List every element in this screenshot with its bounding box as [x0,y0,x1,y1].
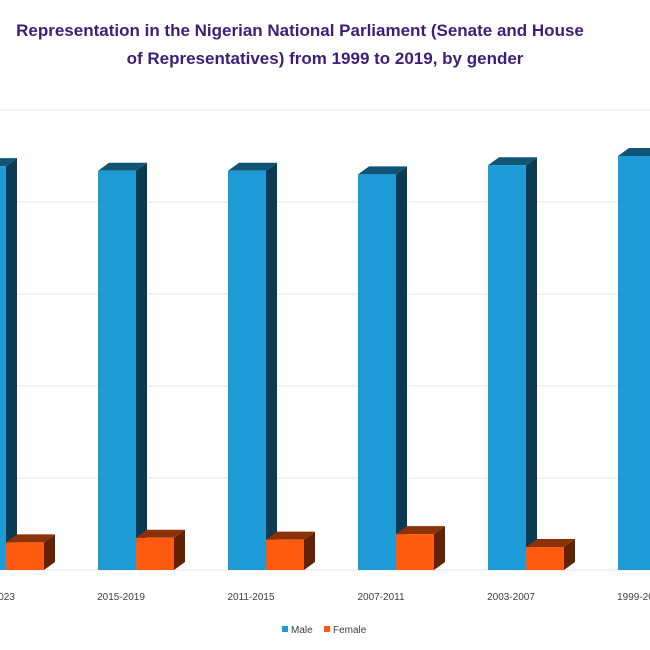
x-tick-label: 2007-2011 [357,592,405,603]
bar-female [6,534,55,570]
x-tick-label: 1999-2003 [617,592,650,603]
bar-female [266,531,315,570]
legend-item: Female [324,625,367,636]
bar-male [358,166,407,570]
bar-female [136,529,185,570]
bar-male [228,162,277,570]
x-axis-ticks: 2019-2023 2015-2019 2011-2015 2007-2011 2003… [0,592,650,603]
bars-group [0,148,650,570]
x-tick-label: 2011-2015 [227,592,275,603]
gridlines [0,109,650,571]
bar-female [526,539,575,570]
x-tick-label: 2019-2023 [0,592,15,603]
bar-male [0,158,17,570]
bar-male [618,148,650,570]
x-tick-label: 2003-2007 [487,592,535,603]
bar-male [488,157,537,570]
x-tick-label: 2015-2019 [97,592,145,603]
legend-swatch [282,626,288,632]
legend-label: Female [333,625,367,636]
bar-male [98,162,147,570]
legend-label: Male [291,625,313,636]
legend: Male Female [282,625,367,636]
legend-item: Male [282,625,313,636]
legend-swatch [324,626,330,632]
chart-title-line-2: of Representatives) from 1999 to 2019, b… [127,49,524,68]
bar-female [396,526,445,570]
chart-title-line-1: Representation in the Nigerian National … [16,21,584,40]
